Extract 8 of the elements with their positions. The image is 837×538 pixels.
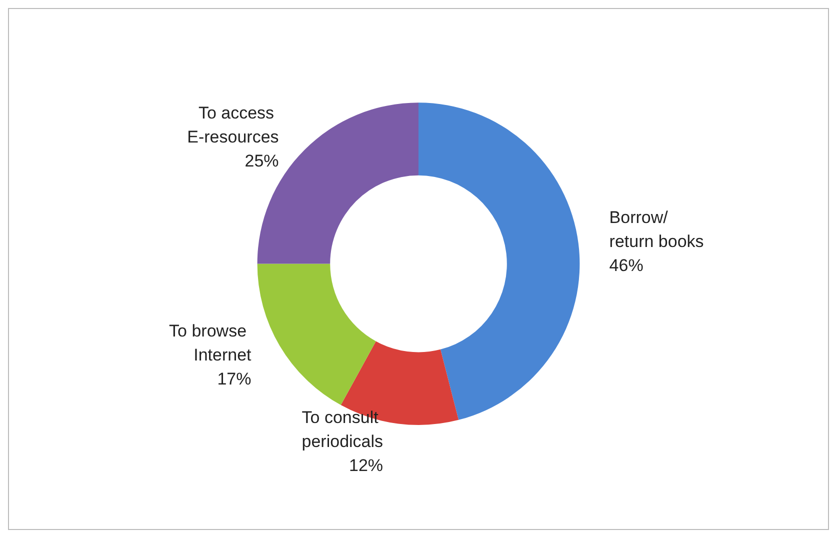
slice-label: To consult periodicals bbox=[302, 408, 384, 452]
slice-label: Borrow/return books bbox=[609, 208, 704, 251]
data-label: 25% bbox=[244, 152, 279, 171]
slice-label: To browse Internet bbox=[169, 322, 252, 365]
slice-label: To access E-resources bbox=[187, 104, 279, 147]
data-label: 12% bbox=[349, 456, 384, 476]
data-label: 17% bbox=[217, 370, 252, 389]
data-label: 46% bbox=[609, 256, 644, 275]
